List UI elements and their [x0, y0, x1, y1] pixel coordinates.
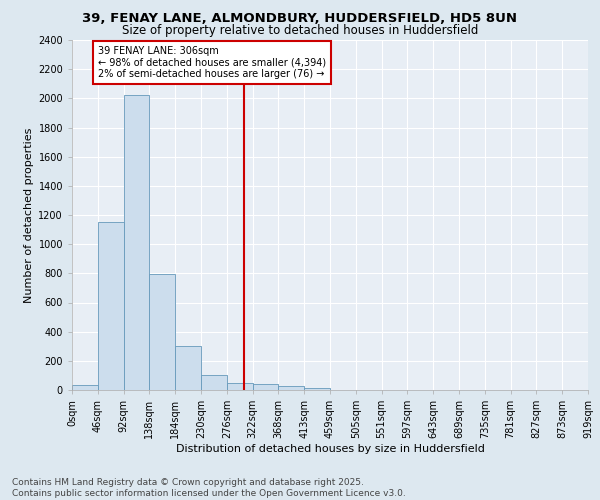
Bar — [227, 383, 253, 390]
X-axis label: Distribution of detached houses by size in Huddersfield: Distribution of detached houses by size … — [176, 444, 484, 454]
Y-axis label: Number of detached properties: Number of detached properties — [24, 128, 34, 302]
Bar — [149, 274, 175, 390]
Bar — [175, 346, 201, 390]
Text: Size of property relative to detached houses in Huddersfield: Size of property relative to detached ho… — [122, 24, 478, 37]
Text: 39 FENAY LANE: 306sqm
← 98% of detached houses are smaller (4,394)
2% of semi-de: 39 FENAY LANE: 306sqm ← 98% of detached … — [98, 46, 326, 79]
Text: 39, FENAY LANE, ALMONDBURY, HUDDERSFIELD, HD5 8UN: 39, FENAY LANE, ALMONDBURY, HUDDERSFIELD… — [83, 12, 517, 26]
Bar — [98, 222, 124, 390]
Bar — [72, 385, 98, 390]
Bar — [253, 384, 278, 390]
Bar — [201, 374, 227, 390]
Text: Contains HM Land Registry data © Crown copyright and database right 2025.
Contai: Contains HM Land Registry data © Crown c… — [12, 478, 406, 498]
Bar — [124, 96, 149, 390]
Bar — [278, 386, 304, 390]
Bar — [304, 388, 330, 390]
